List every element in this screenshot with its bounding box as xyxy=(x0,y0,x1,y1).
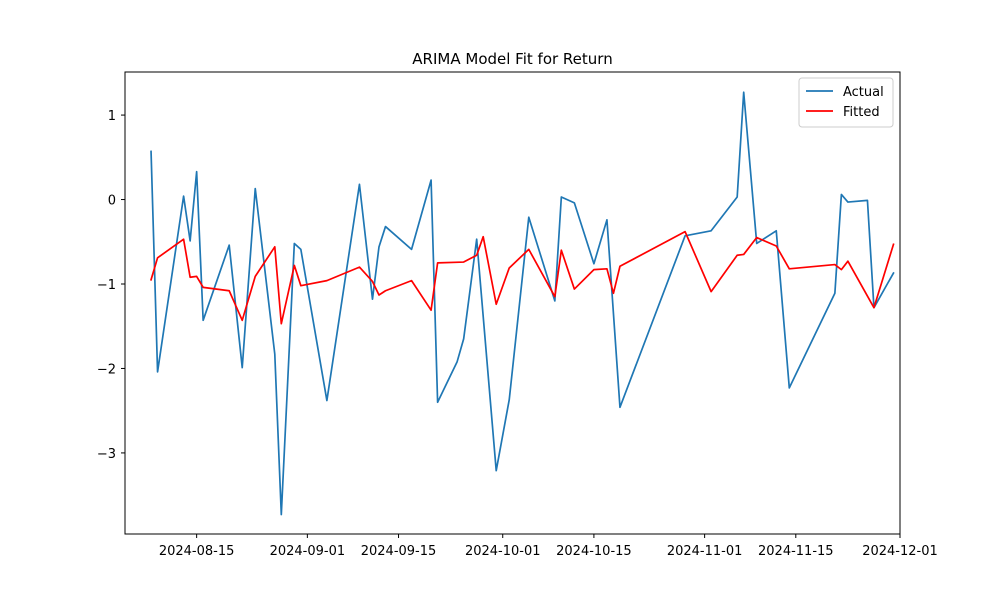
chart-title: ARIMA Model Fit for Return xyxy=(412,50,612,68)
x-tick-label: 2024-12-01 xyxy=(862,544,938,559)
y-tick-label: −3 xyxy=(97,447,116,462)
y-tick-label: −2 xyxy=(97,362,116,377)
y-tick-label: −1 xyxy=(97,278,116,293)
x-tick-label: 2024-10-15 xyxy=(556,544,632,559)
x-tick-label: 2024-11-01 xyxy=(667,544,743,559)
legend-label-fitted: Fitted xyxy=(843,105,880,120)
series-line-actual xyxy=(150,91,895,516)
y-tick-label: 0 xyxy=(108,194,116,209)
x-tick-label: 2024-10-01 xyxy=(465,544,541,559)
x-tick-label: 2024-09-15 xyxy=(361,544,437,559)
x-axis: 2024-08-15 2024-09-01 2024-09-15 2024-10-01… xyxy=(159,534,938,559)
legend: Actual Fitted xyxy=(798,77,894,128)
x-tick-label: 2024-11-15 xyxy=(758,544,834,559)
x-tick-label: 2024-09-01 xyxy=(270,544,346,559)
plot-frame xyxy=(124,71,901,535)
legend-label-actual: Actual xyxy=(843,85,884,100)
x-tick-label: 2024-08-15 xyxy=(159,544,235,559)
y-axis: 1 0 −1 −2 −3 xyxy=(97,109,125,462)
series-line-fitted xyxy=(149,230,895,325)
y-tick-label: 1 xyxy=(108,109,116,124)
